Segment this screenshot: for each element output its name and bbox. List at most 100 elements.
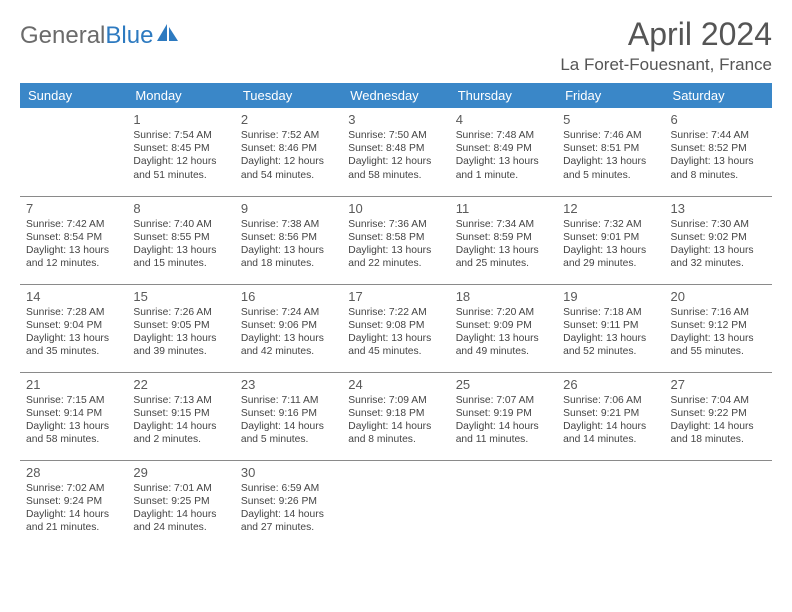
day-number: 10 xyxy=(348,201,443,216)
calendar-day-cell: 18Sunrise: 7:20 AMSunset: 9:09 PMDayligh… xyxy=(450,284,557,372)
calendar-day-cell: 5 Sunrise: 7:46 AMSunset: 8:51 PMDaylight… xyxy=(557,108,664,196)
weekday-header: Thursday xyxy=(450,83,557,108)
day-details: Sunrise: 7:24 AMSunset: 9:06 PMDaylight:… xyxy=(241,306,336,359)
weekday-header: Monday xyxy=(127,83,234,108)
calendar-day-cell: 29 Sunrise: 7:01 AMSunset: 9:25 PMDayligh… xyxy=(127,460,234,548)
calendar-day-cell: 19 Sunrise: 7:18 AMSunset: 9:11 PMDayligh… xyxy=(557,284,664,372)
logo: GeneralBlue xyxy=(20,16,180,50)
calendar-day-cell: 8 Sunrise: 7:40 AMSunset: 8:55 PMDaylight… xyxy=(127,196,234,284)
day-number: 27 xyxy=(671,377,766,392)
day-number: 22 xyxy=(133,377,228,392)
calendar-day-cell: 3 Sunrise: 7:50 AMSunset: 8:48 PMDaylight… xyxy=(342,108,449,196)
day-details: Sunrise: 7:07 AMSunset: 9:19 PMDaylight:… xyxy=(456,394,551,447)
day-details: Sunrise: 7:18 AMSunset: 9:11 PMDaylight:… xyxy=(563,306,658,359)
weekday-header: Sunday xyxy=(20,83,127,108)
calendar-day-cell: 26 Sunrise: 7:06 AMSunset: 9:21 PMDayligh… xyxy=(557,372,664,460)
calendar-page: GeneralBlue April 2024 La Foret-Fouesnan… xyxy=(0,0,792,558)
day-details: Sunrise: 7:40 AMSunset: 8:55 PMDaylight:… xyxy=(133,218,228,271)
day-number: 25 xyxy=(456,377,551,392)
calendar-day-cell: 17 Sunrise: 7:22 AMSunset: 9:08 PMDayligh… xyxy=(342,284,449,372)
day-number: 9 xyxy=(241,201,336,216)
day-number: 16 xyxy=(241,289,336,304)
month-title: April 2024 xyxy=(560,16,772,53)
day-details: Sunrise: 7:44 AMSunset: 8:52 PMDaylight:… xyxy=(671,129,766,182)
day-details: Sunrise: 7:50 AMSunset: 8:48 PMDaylight:… xyxy=(348,129,443,182)
day-details: Sunrise: 7:02 AMSunset: 9:24 PMDaylight:… xyxy=(26,482,121,535)
calendar-header-row: SundayMondayTuesdayWednesdayThursdayFrid… xyxy=(20,83,772,108)
calendar-week-row: 28 Sunrise: 7:02 AMSunset: 9:24 PMDayligh… xyxy=(20,460,772,548)
calendar-day-cell: 24Sunrise: 7:09 AMSunset: 9:18 PMDayligh… xyxy=(342,372,449,460)
calendar-day-cell: 9 Sunrise: 7:38 AMSunset: 8:56 PMDaylight… xyxy=(235,196,342,284)
calendar-day-cell xyxy=(665,460,772,548)
calendar-day-cell: 10 Sunrise: 7:36 AMSunset: 8:58 PMDayligh… xyxy=(342,196,449,284)
calendar-day-cell xyxy=(557,460,664,548)
location-text: La Foret-Fouesnant, France xyxy=(560,55,772,75)
calendar-day-cell: 30Sunrise: 6:59 AMSunset: 9:26 PMDayligh… xyxy=(235,460,342,548)
day-details: Sunrise: 7:36 AMSunset: 8:58 PMDaylight:… xyxy=(348,218,443,271)
day-number: 4 xyxy=(456,112,551,127)
day-number: 3 xyxy=(348,112,443,127)
day-details: Sunrise: 7:15 AMSunset: 9:14 PMDaylight:… xyxy=(26,394,121,447)
day-number: 30 xyxy=(241,465,336,480)
weekday-header: Saturday xyxy=(665,83,772,108)
calendar-day-cell xyxy=(450,460,557,548)
day-details: Sunrise: 7:11 AMSunset: 9:16 PMDaylight:… xyxy=(241,394,336,447)
calendar-week-row: 14 Sunrise: 7:28 AMSunset: 9:04 PMDayligh… xyxy=(20,284,772,372)
day-details: Sunrise: 7:04 AMSunset: 9:22 PMDaylight:… xyxy=(671,394,766,447)
calendar-day-cell: 25 Sunrise: 7:07 AMSunset: 9:19 PMDayligh… xyxy=(450,372,557,460)
day-details: Sunrise: 7:42 AMSunset: 8:54 PMDaylight:… xyxy=(26,218,121,271)
day-number: 13 xyxy=(671,201,766,216)
calendar-day-cell xyxy=(342,460,449,548)
day-number: 17 xyxy=(348,289,443,304)
logo-sail-icon xyxy=(156,22,180,50)
calendar-day-cell: 28 Sunrise: 7:02 AMSunset: 9:24 PMDayligh… xyxy=(20,460,127,548)
title-block: April 2024 La Foret-Fouesnant, France xyxy=(560,16,772,75)
calendar-day-cell: 7 Sunrise: 7:42 AMSunset: 8:54 PMDaylight… xyxy=(20,196,127,284)
day-details: Sunrise: 7:34 AMSunset: 8:59 PMDaylight:… xyxy=(456,218,551,271)
day-details: Sunrise: 7:06 AMSunset: 9:21 PMDaylight:… xyxy=(563,394,658,447)
day-number: 8 xyxy=(133,201,228,216)
calendar-day-cell: 14 Sunrise: 7:28 AMSunset: 9:04 PMDayligh… xyxy=(20,284,127,372)
calendar-week-row: 7 Sunrise: 7:42 AMSunset: 8:54 PMDaylight… xyxy=(20,196,772,284)
calendar-day-cell: 4Sunrise: 7:48 AMSunset: 8:49 PMDaylight… xyxy=(450,108,557,196)
day-details: Sunrise: 7:30 AMSunset: 9:02 PMDaylight:… xyxy=(671,218,766,271)
day-details: Sunrise: 7:01 AMSunset: 9:25 PMDaylight:… xyxy=(133,482,228,535)
day-number: 7 xyxy=(26,201,121,216)
day-number: 15 xyxy=(133,289,228,304)
day-details: Sunrise: 7:52 AMSunset: 8:46 PMDaylight:… xyxy=(241,129,336,182)
calendar-day-cell: 15 Sunrise: 7:26 AMSunset: 9:05 PMDayligh… xyxy=(127,284,234,372)
calendar-day-cell: 2 Sunrise: 7:52 AMSunset: 8:46 PMDaylight… xyxy=(235,108,342,196)
day-number: 1 xyxy=(133,112,228,127)
calendar-week-row: 1Sunrise: 7:54 AMSunset: 8:45 PMDaylight… xyxy=(20,108,772,196)
calendar-week-row: 21Sunrise: 7:15 AMSunset: 9:14 PMDayligh… xyxy=(20,372,772,460)
day-number: 18 xyxy=(456,289,551,304)
calendar-day-cell: 1Sunrise: 7:54 AMSunset: 8:45 PMDaylight… xyxy=(127,108,234,196)
day-number: 5 xyxy=(563,112,658,127)
calendar-day-cell: 12 Sunrise: 7:32 AMSunset: 9:01 PMDayligh… xyxy=(557,196,664,284)
day-details: Sunrise: 7:28 AMSunset: 9:04 PMDaylight:… xyxy=(26,306,121,359)
day-details: Sunrise: 7:46 AMSunset: 8:51 PMDaylight:… xyxy=(563,129,658,182)
day-number: 19 xyxy=(563,289,658,304)
day-number: 23 xyxy=(241,377,336,392)
day-number: 2 xyxy=(241,112,336,127)
calendar-day-cell: 21Sunrise: 7:15 AMSunset: 9:14 PMDayligh… xyxy=(20,372,127,460)
day-number: 14 xyxy=(26,289,121,304)
day-number: 26 xyxy=(563,377,658,392)
day-details: Sunrise: 7:22 AMSunset: 9:08 PMDaylight:… xyxy=(348,306,443,359)
day-details: Sunrise: 7:38 AMSunset: 8:56 PMDaylight:… xyxy=(241,218,336,271)
calendar-day-cell: 11Sunrise: 7:34 AMSunset: 8:59 PMDayligh… xyxy=(450,196,557,284)
day-number: 6 xyxy=(671,112,766,127)
logo-word-1: General xyxy=(20,22,105,50)
day-number: 29 xyxy=(133,465,228,480)
day-details: Sunrise: 7:32 AMSunset: 9:01 PMDaylight:… xyxy=(563,218,658,271)
day-number: 28 xyxy=(26,465,121,480)
calendar-table: SundayMondayTuesdayWednesdayThursdayFrid… xyxy=(20,83,772,548)
weekday-header: Tuesday xyxy=(235,83,342,108)
day-number: 12 xyxy=(563,201,658,216)
logo-word-2: Blue xyxy=(105,22,153,50)
day-details: Sunrise: 7:26 AMSunset: 9:05 PMDaylight:… xyxy=(133,306,228,359)
weekday-header: Wednesday xyxy=(342,83,449,108)
calendar-day-cell xyxy=(20,108,127,196)
weekday-header: Friday xyxy=(557,83,664,108)
calendar-day-cell: 22Sunrise: 7:13 AMSunset: 9:15 PMDayligh… xyxy=(127,372,234,460)
